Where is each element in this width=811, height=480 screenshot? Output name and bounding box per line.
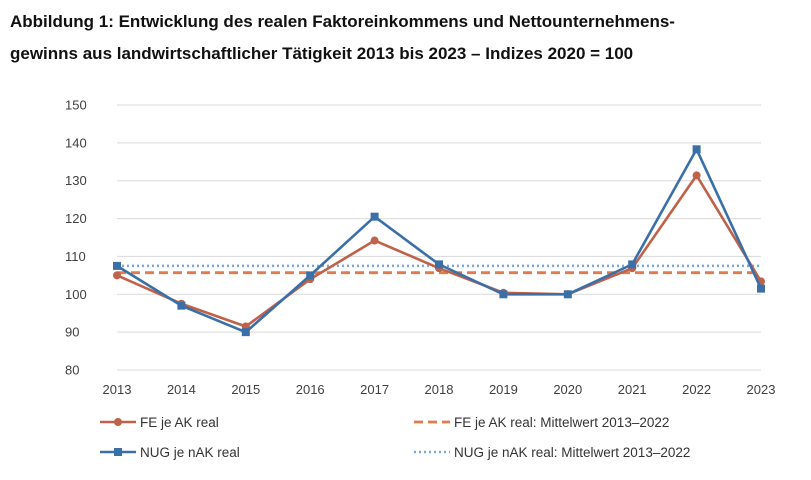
x-tick-label: 2023: [747, 382, 776, 397]
x-tick-label: 2017: [360, 382, 389, 397]
legend-nug-mean-label: NUG je nAK real: Mittelwert 2013–2022: [454, 445, 690, 460]
legend-fe-mean-label: FE je AK real: Mittelwert 2013–2022: [454, 415, 669, 430]
y-tick-label: 110: [65, 249, 86, 264]
nug-data-point: [177, 301, 186, 310]
x-tick-label: 2018: [425, 382, 454, 397]
x-tick-label: 2020: [553, 382, 582, 397]
y-tick-label: 150: [65, 98, 87, 113]
legend-nug-marker: [114, 448, 122, 456]
x-tick-label: 2015: [231, 382, 260, 397]
fe-data-point: [692, 171, 701, 180]
legend-fe-marker: [114, 418, 122, 426]
y-tick-label: 120: [65, 211, 87, 226]
nug-data-point: [113, 261, 121, 270]
x-tick-label: 2022: [682, 382, 711, 397]
nug-data-point: [306, 271, 315, 280]
x-tick-label: 2014: [167, 382, 196, 397]
y-tick-label: 100: [65, 287, 87, 302]
nug-data-point: [757, 284, 765, 293]
nug-data-point: [370, 212, 379, 221]
y-tick-label: 80: [65, 363, 79, 378]
x-tick-label: 2013: [103, 382, 132, 397]
y-tick-label: 90: [65, 325, 79, 340]
fe-data-point: [370, 236, 379, 245]
y-tick-label: 140: [65, 135, 87, 150]
nug-data-point: [692, 145, 701, 154]
chart-title: Abbildung 1: Entwicklung des realen Fakt…: [10, 6, 800, 70]
nug-series-line: [116, 147, 763, 334]
nug-data-point: [628, 260, 637, 269]
nug-data-point: [499, 290, 508, 299]
fe-data-point: [113, 271, 121, 280]
chart-title-line-2: gewinns aus landwirtschaftlicher Tätigke…: [10, 44, 634, 63]
y-tick-label: 130: [65, 173, 87, 188]
chart-title-line-1: Abbildung 1: Entwicklung des realen Fakt…: [10, 12, 675, 31]
fe-series-line: [116, 174, 763, 328]
nug-data-point: [435, 260, 443, 269]
nug-data-point: [241, 328, 250, 337]
legend-nug-label: NUG je nAK real: [140, 445, 240, 460]
x-tick-label: 2021: [618, 382, 647, 397]
nug-data-point: [563, 290, 572, 299]
x-tick-label: 2019: [489, 382, 518, 397]
x-tick-label: 2016: [296, 382, 325, 397]
legend-fe-label: FE je AK real: [140, 415, 219, 430]
